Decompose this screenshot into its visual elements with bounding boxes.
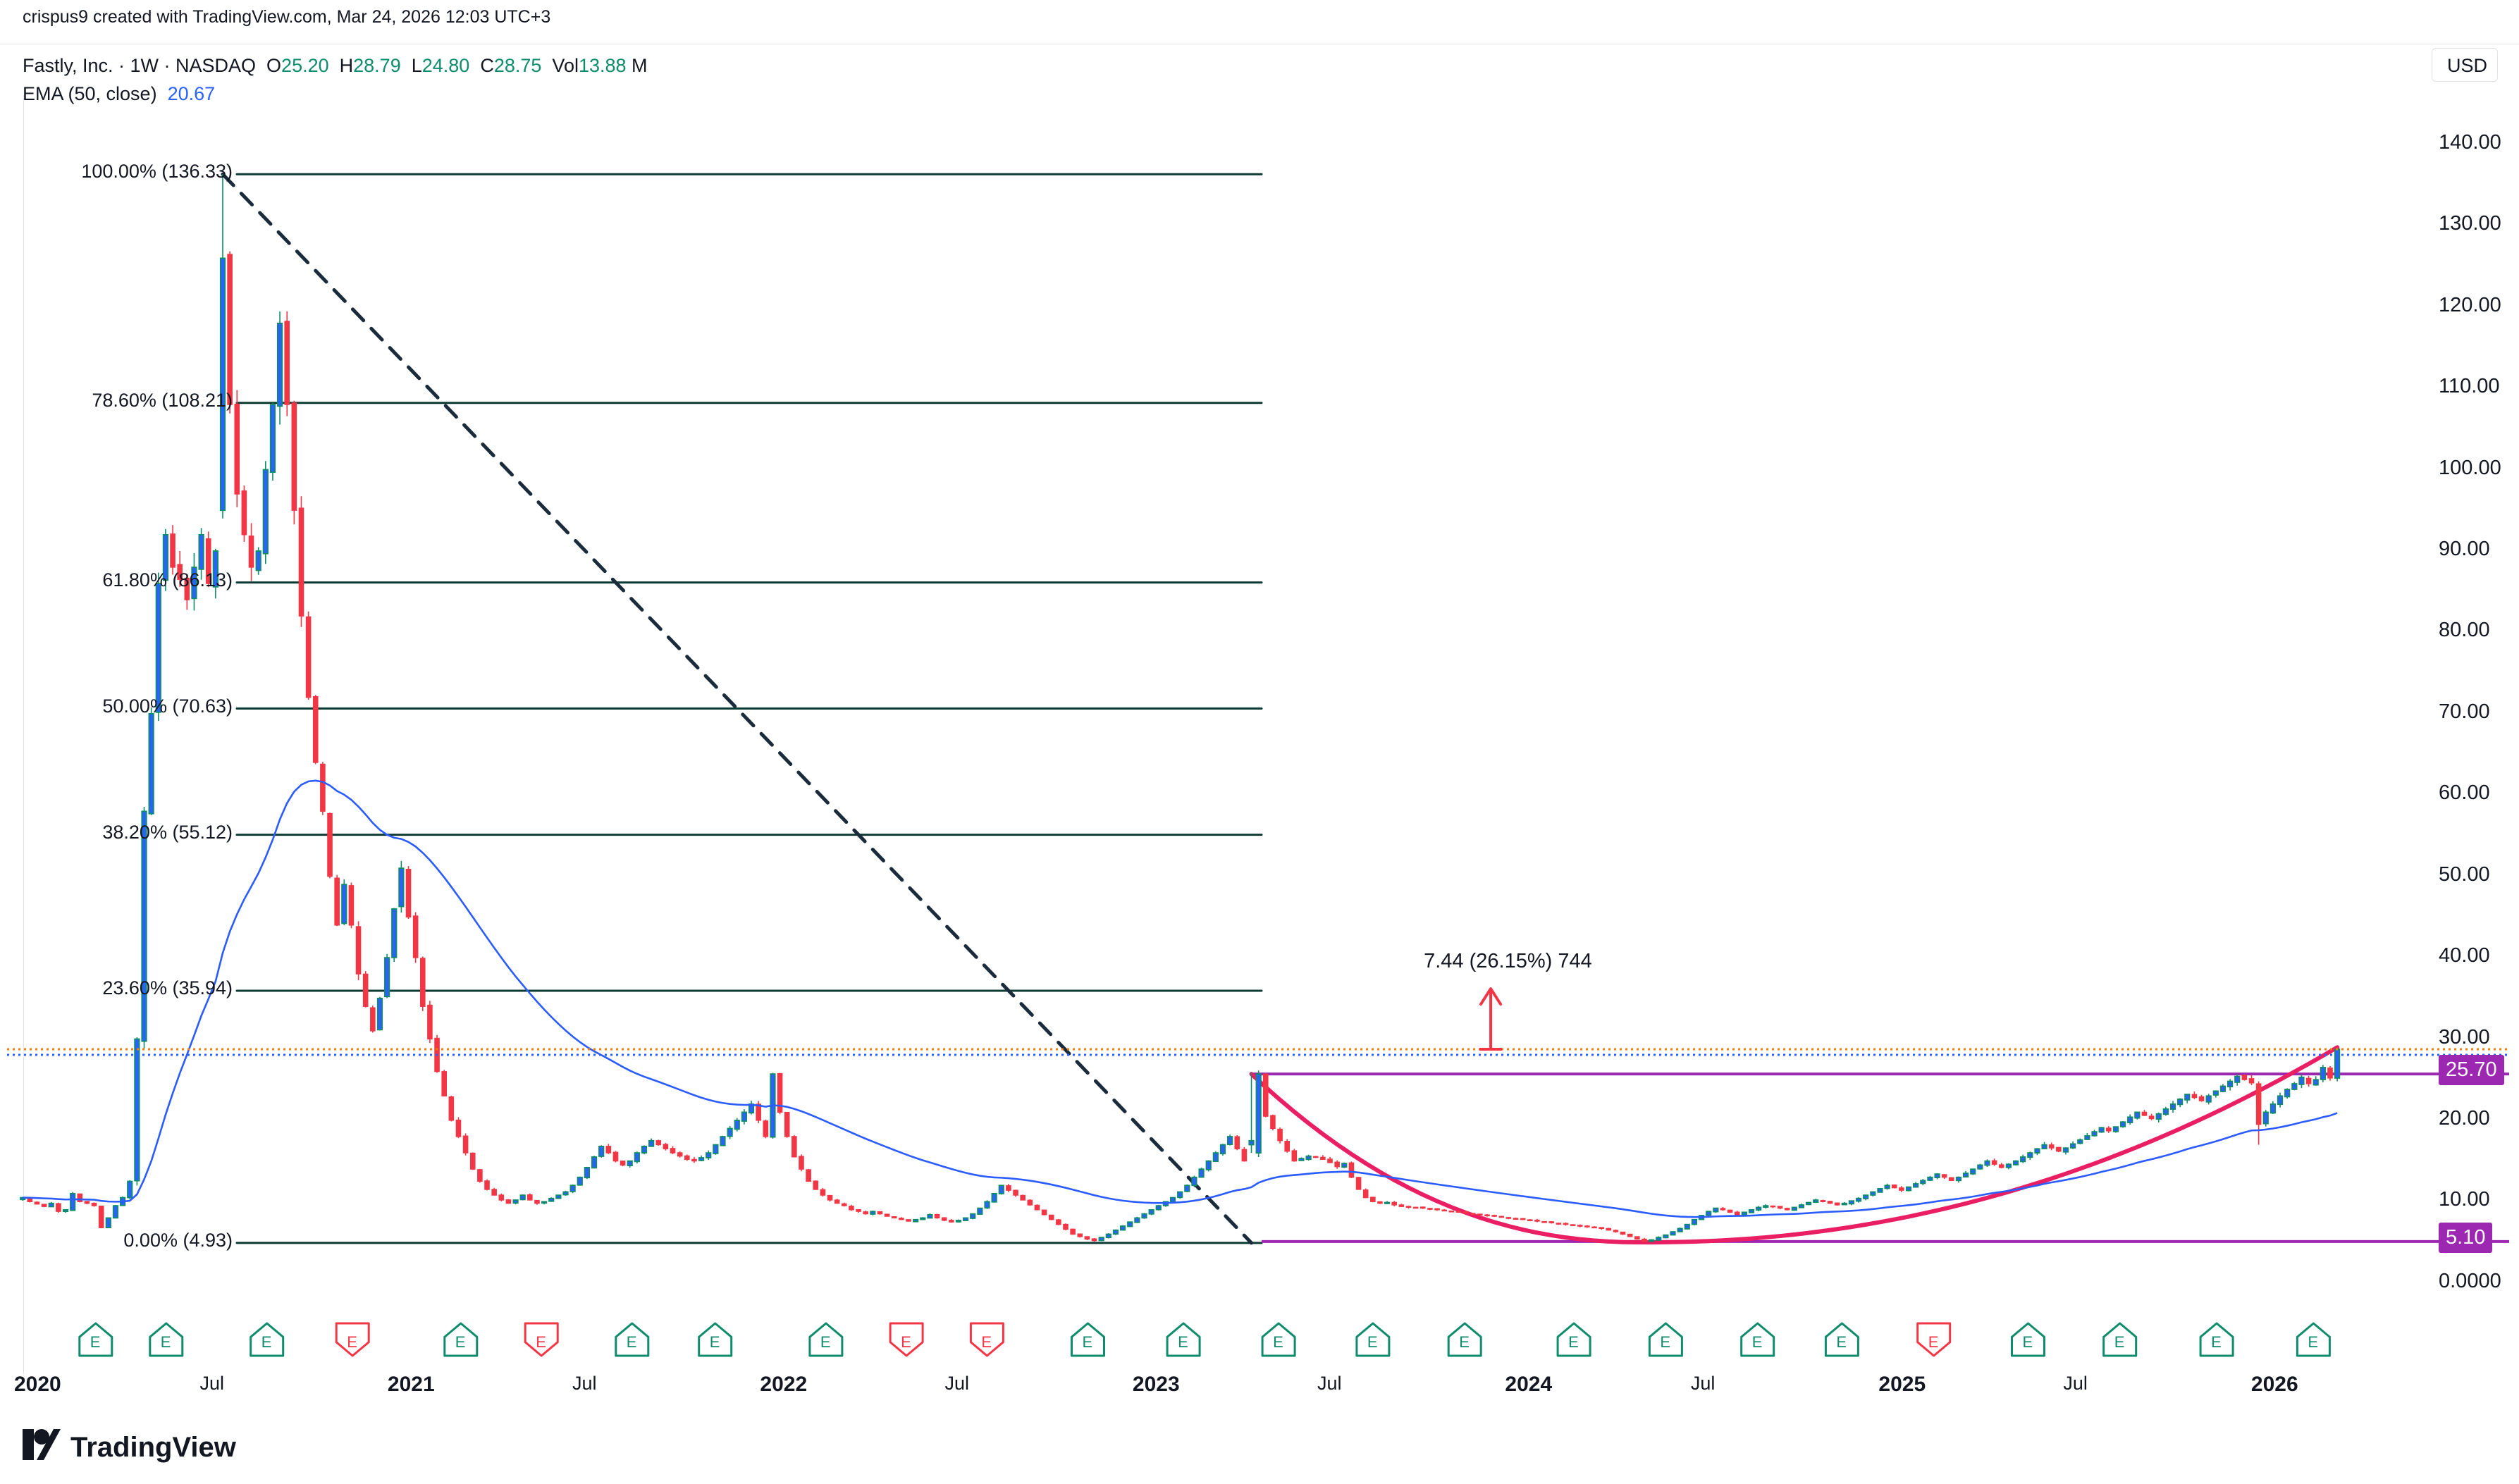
svg-text:TradingView: TradingView <box>70 1432 237 1463</box>
